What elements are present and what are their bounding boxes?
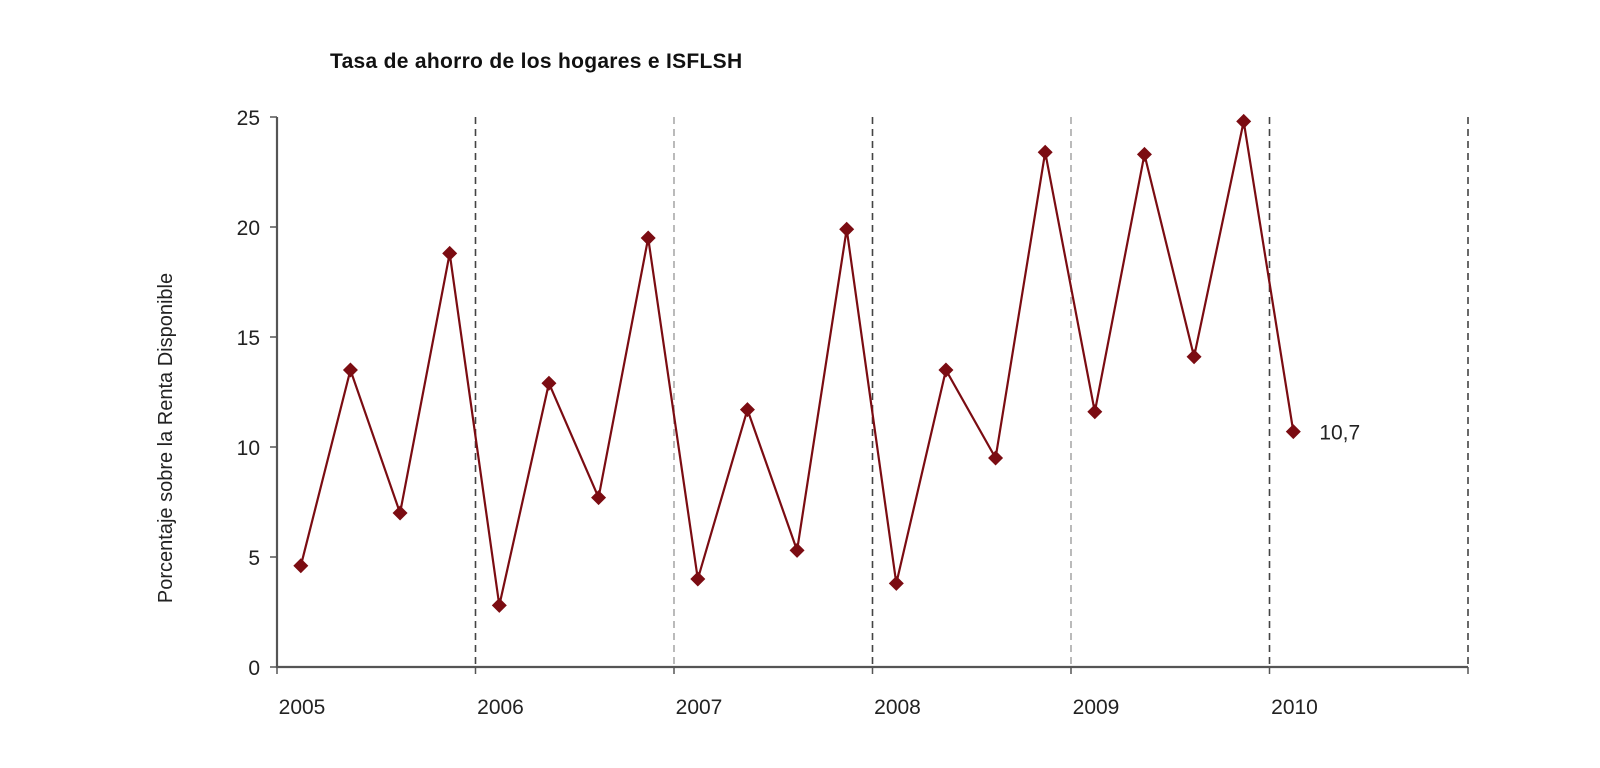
- x-tick-label: 2005: [279, 696, 326, 719]
- data-point-marker: [690, 571, 706, 587]
- data-point-marker: [739, 402, 755, 418]
- data-point-marker: [1186, 349, 1202, 365]
- data-point-marker: [342, 362, 358, 378]
- data-point-marker: [1037, 144, 1053, 160]
- x-tick-label: 2009: [1073, 696, 1120, 719]
- data-point-marker: [293, 558, 309, 574]
- y-axis-ticks: 0 5 10 15 20 25: [237, 107, 277, 680]
- chart-title: Tasa de ahorro de los hogares e ISFLSH: [330, 50, 742, 73]
- data-point-marker: [1136, 146, 1152, 162]
- y-tick-label: 0: [248, 657, 260, 680]
- y-tick-label: 15: [237, 327, 260, 350]
- data-point-marker: [591, 490, 607, 506]
- y-tick-label: 5: [248, 547, 260, 570]
- data-point-marker: [392, 505, 408, 521]
- data-point-marker: [442, 245, 458, 261]
- series-line: [299, 121, 1295, 606]
- x-tick-label: 2008: [874, 696, 921, 719]
- data-point-marker: [789, 542, 805, 558]
- x-tick-label: 2007: [676, 696, 723, 719]
- year-gridlines: [474, 117, 1469, 667]
- data-point-marker: [1087, 404, 1103, 420]
- y-tick-label: 10: [237, 437, 260, 460]
- data-point-marker: [938, 362, 954, 378]
- data-point-marker: [1236, 113, 1252, 129]
- y-tick-label: 20: [237, 217, 260, 240]
- data-point-marker: [988, 450, 1004, 466]
- y-tick-label: 25: [237, 107, 260, 130]
- x-tick-label: 2006: [477, 696, 524, 719]
- data-point-marker: [640, 230, 656, 246]
- data-series: [293, 113, 1301, 613]
- x-tick-label: 2010: [1271, 696, 1318, 719]
- y-axis-label: Porcentaje sobre la Renta Disponible: [155, 273, 177, 603]
- x-axis-ticks: 2005 2006 2007 2008 2009 2010: [276, 667, 1469, 719]
- data-point-marker: [491, 597, 507, 613]
- annotations: 10,7: [1319, 422, 1360, 445]
- data-point-marker: [1285, 424, 1301, 440]
- data-point-marker: [541, 375, 557, 391]
- data-point-marker: [888, 575, 904, 591]
- data-point-marker: [839, 221, 855, 237]
- last-value-label: 10,7: [1319, 422, 1360, 445]
